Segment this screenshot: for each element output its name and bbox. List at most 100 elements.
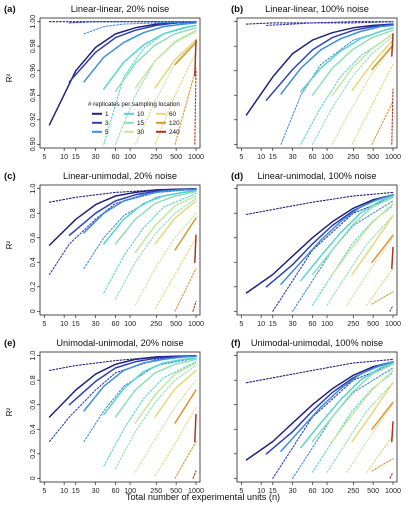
series-line-15-solid: [311, 363, 394, 443]
series-line-60-solid: [351, 39, 394, 92]
series-line-120-solid: [174, 41, 197, 66]
x-tick-label: 100: [124, 486, 136, 495]
x-tick-label: 5: [239, 486, 243, 495]
y-tick-label: 0.6: [28, 400, 37, 410]
y-tick-label: 0.2: [28, 449, 37, 459]
series-group: [48, 20, 197, 145]
y-tick-label: 0: [28, 309, 37, 313]
series-line-120-solid: [371, 44, 394, 71]
series-line-1-solid: [245, 23, 394, 116]
series-line-10-solid: [103, 357, 197, 416]
series-line-5-solid: [280, 361, 394, 453]
series-line-1-dotted: [48, 188, 197, 203]
series-line-3-solid: [265, 361, 394, 455]
y-axis-label-row3: R²: [5, 407, 14, 416]
y-tick-label: 1.0: [28, 184, 37, 194]
series-line-10-dotted: [311, 372, 394, 473]
series-line-120-solid: [174, 389, 197, 424]
series-line-1-solid: [245, 194, 394, 294]
series-line-240-dotted: [389, 471, 394, 479]
series-line-3-dotted: [48, 355, 197, 443]
series-group: [48, 354, 197, 479]
x-tick-label: 10: [60, 486, 68, 495]
series-line-15-dotted: [114, 197, 197, 300]
panel-title: Unimodal-unimodal, 20% noise: [56, 338, 183, 348]
panel-title: Unimodal-unimodal, 100% noise: [251, 338, 383, 348]
series-line-15-dotted: [311, 35, 394, 145]
x-tick-label: 30: [289, 486, 297, 495]
panel-c: 5 10 15 30 60 100 250 500 1000 0 0.2 0.4 0.6 0.8 1.0 (c…: [4, 171, 204, 328]
x-tick-label: 1000: [385, 152, 401, 161]
x-tick-label: 250: [347, 486, 359, 495]
series-line-30-solid: [134, 362, 197, 424]
series-line-15-solid: [114, 358, 197, 418]
y-tick-label: 0.98: [28, 39, 37, 53]
x-tick-label: 5: [239, 319, 243, 328]
series-line-10-dotted: [103, 24, 197, 145]
panel-d: 5 10 15 30 60 100 250 500 1000 (d) Linear-unimodal…: [231, 171, 401, 328]
x-axis-label: Total number of experimental units (n): [126, 492, 280, 502]
x-tick-label: 30: [92, 319, 100, 328]
series-line-3-solid: [68, 20, 197, 83]
series-line-240-dotted: [389, 304, 394, 312]
series-line-120-dotted: [371, 291, 394, 305]
series-line-5-solid: [280, 24, 394, 95]
series-line-60-dotted: [366, 434, 394, 473]
series-line-1-solid: [48, 20, 197, 126]
panel-b: 5 10 15 30 60 100 250 500 1000 (b) Linear-linear, …: [231, 4, 401, 161]
series-line-120-solid: [371, 401, 394, 431]
panel-label: (c): [4, 171, 16, 182]
series-line-3-solid: [265, 23, 394, 101]
x-tick-label: 60: [111, 319, 119, 328]
series-line-120-dotted: [174, 440, 197, 479]
x-tick-label: 30: [92, 152, 100, 161]
legend-label-1: 1: [105, 111, 109, 118]
series-line-5-dotted: [83, 357, 197, 443]
series-line-5-dotted: [83, 21, 197, 35]
series-line-5-solid: [280, 194, 394, 286]
series-line-1-dotted: [245, 21, 394, 25]
series-line-60-solid: [351, 381, 394, 443]
series-line-10-dotted: [103, 361, 197, 467]
x-tick-label: 60: [308, 319, 316, 328]
x-tick-label: 30: [92, 486, 100, 495]
series-line-240-dotted: [194, 70, 197, 145]
x-tick-label: 15: [72, 319, 80, 328]
legend-label-240: 240: [169, 129, 180, 136]
series-line-10-dotted: [103, 193, 197, 294]
x-tick-label: 1000: [188, 486, 204, 495]
series-line-5-solid: [83, 355, 197, 412]
series-line-1-dotted: [48, 355, 197, 371]
y-tick-label: 0: [28, 476, 37, 480]
panel-title: Linear-linear, 100% noise: [265, 4, 369, 14]
legend-label-3: 3: [105, 120, 109, 127]
y-axis-label-row1: R²: [5, 73, 14, 82]
x-tick-label: 250: [347, 319, 359, 328]
series-line-240-dotted: [391, 88, 394, 145]
series-line-60-solid: [154, 369, 197, 418]
legend-label-10: 10: [137, 111, 145, 118]
y-tick-label: 0.8: [28, 375, 37, 385]
x-tick-label: 5: [42, 152, 46, 161]
x-tick-label: 500: [170, 152, 182, 161]
series-line-15-solid: [311, 196, 394, 276]
series-line-30-solid: [134, 30, 197, 89]
x-tick-label: 10: [60, 319, 68, 328]
plot-frame: [39, 17, 201, 149]
x-tick-label: 10: [257, 152, 265, 161]
legend-label-30: 30: [137, 129, 145, 136]
panel-e: 5 10 15 30 60 100 250 500 1000 0 0.2 0.4 0.6 0.8 1.0 (e…: [4, 338, 204, 495]
y-tick-label: 0.96: [28, 64, 37, 78]
legend: # replicates per sampling location 1 3 5 10 1…: [88, 101, 180, 136]
x-tick-label: 15: [72, 486, 80, 495]
x-tick-label: 1000: [385, 319, 401, 328]
legend-label-120: 120: [169, 120, 180, 127]
panels-layer: 5 10 15 30 60 100 250 500 10000.900.920.940.960.…: [4, 4, 401, 495]
y-tick-label: 1.0: [28, 351, 37, 361]
y-tick-label: 0.4: [28, 424, 37, 434]
x-tick-label: 1000: [188, 152, 204, 161]
series-line-1-solid: [245, 361, 394, 461]
panel-title: Linear-unimodal, 20% noise: [63, 171, 177, 181]
series-line-10-solid: [300, 195, 394, 282]
panel-label: (e): [4, 338, 16, 349]
